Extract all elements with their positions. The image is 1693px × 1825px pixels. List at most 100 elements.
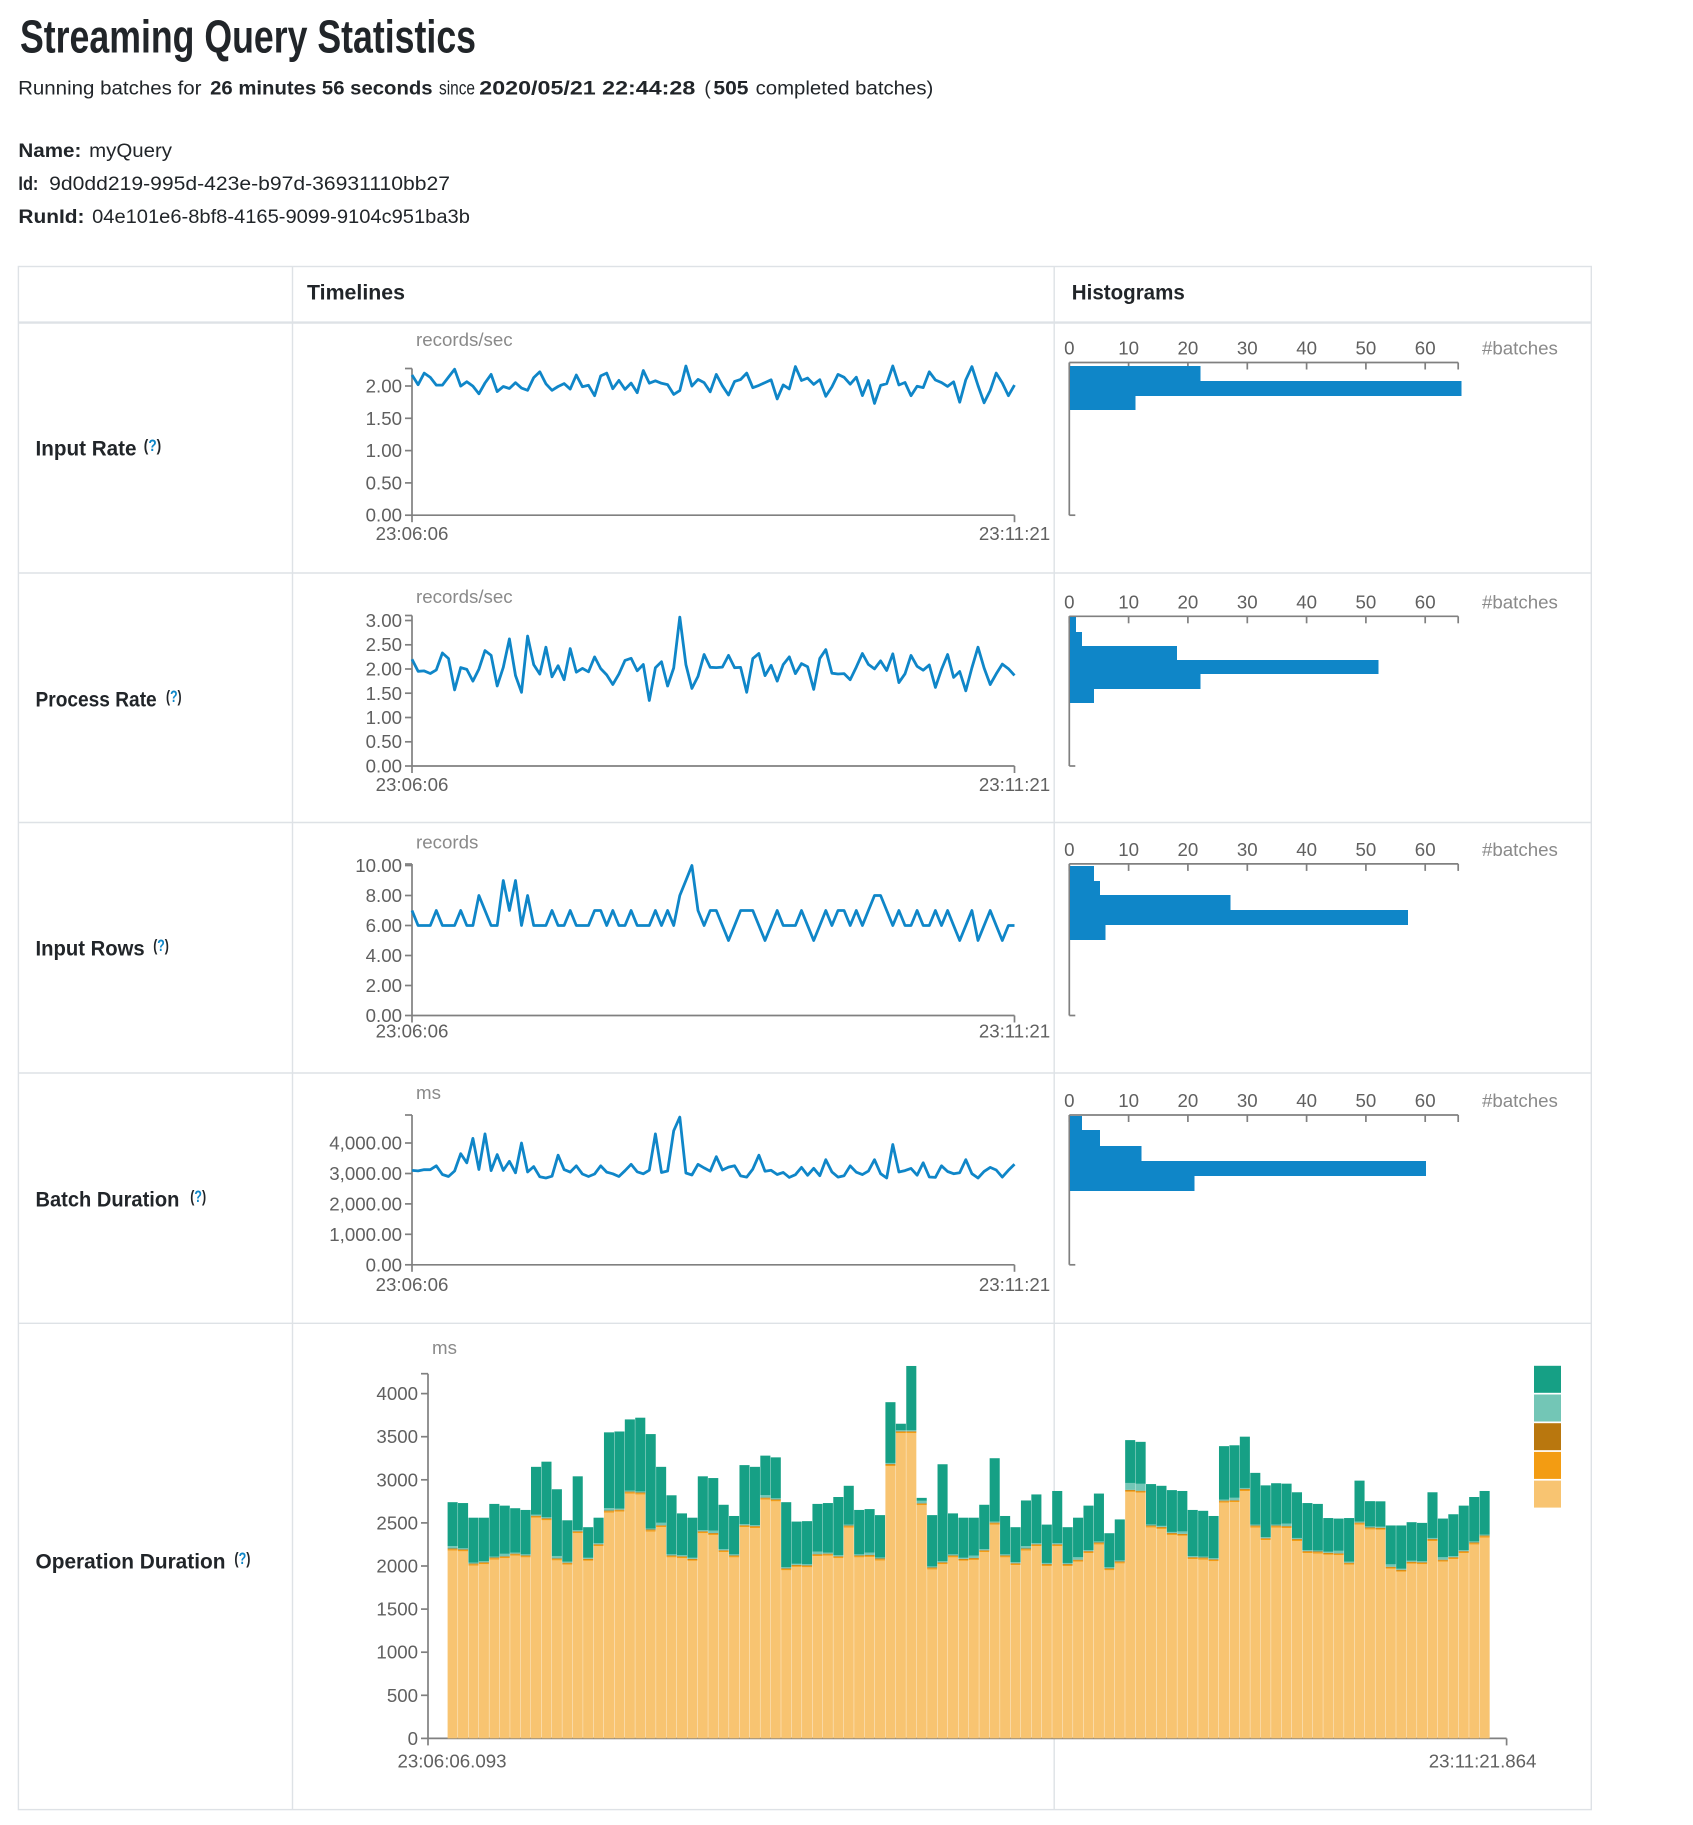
svg-text:2000: 2000 [376, 1556, 418, 1577]
svg-text:ms: ms [432, 1337, 457, 1358]
svg-text:8.00: 8.00 [366, 885, 402, 906]
svg-text:23:06:06: 23:06:06 [376, 523, 449, 544]
svg-text:60: 60 [1415, 1090, 1436, 1111]
svg-text:40: 40 [1296, 1090, 1317, 1111]
svg-text:23:06:06: 23:06:06 [376, 774, 449, 795]
svg-text:(?): (?) [144, 437, 161, 455]
svg-text:0.00: 0.00 [366, 505, 402, 526]
svg-text:records/sec: records/sec [416, 586, 513, 607]
svg-text:Streaming Query Statistics: Streaming Query Statistics [20, 11, 476, 63]
svg-text:2,000.00: 2,000.00 [329, 1193, 402, 1214]
svg-text:Input Rate: Input Rate [36, 437, 137, 460]
svg-text:(: ( [704, 79, 711, 100]
svg-text:26 minutes 56 seconds: 26 minutes 56 seconds [210, 79, 433, 100]
svg-text:4000: 4000 [376, 1383, 418, 1404]
svg-text:0: 0 [1064, 338, 1074, 359]
svg-text:10: 10 [1118, 1090, 1139, 1111]
svg-text:10: 10 [1118, 338, 1139, 359]
svg-text:Timelines: Timelines [307, 282, 405, 305]
svg-text:23:11:21: 23:11:21 [979, 1274, 1050, 1295]
svg-text:4.00: 4.00 [366, 945, 402, 966]
svg-text:20: 20 [1178, 591, 1199, 612]
svg-text:Input Rows: Input Rows [36, 938, 145, 961]
svg-text:records/sec: records/sec [416, 329, 513, 350]
svg-text:505: 505 [713, 79, 749, 100]
svg-text:RunId:: RunId: [18, 207, 84, 228]
svg-text:1.00: 1.00 [366, 440, 402, 461]
svg-text:1.50: 1.50 [366, 683, 402, 704]
svg-text:3.00: 3.00 [366, 610, 402, 631]
svg-text:9d0dd219-995d-423e-b97d-369311: 9d0dd219-995d-423e-b97d-36931110bb27 [49, 174, 450, 195]
svg-text:30: 30 [1237, 338, 1258, 359]
svg-text:1500: 1500 [376, 1599, 418, 1620]
svg-text:50: 50 [1356, 839, 1377, 860]
svg-text:0.00: 0.00 [366, 756, 402, 777]
svg-text:0.50: 0.50 [366, 731, 402, 752]
svg-text:0.00: 0.00 [366, 1005, 402, 1026]
svg-text:Running batches for: Running batches for [18, 79, 202, 100]
svg-text:10.00: 10.00 [355, 855, 402, 876]
svg-text:records: records [416, 831, 478, 852]
svg-text:(?): (?) [190, 1188, 206, 1206]
svg-text:23:06:06: 23:06:06 [376, 1021, 449, 1042]
svg-text:10: 10 [1118, 591, 1139, 612]
svg-text:1.00: 1.00 [366, 707, 402, 728]
svg-text:(?): (?) [153, 937, 169, 955]
svg-text:#batches: #batches [1482, 338, 1558, 359]
svg-text:0: 0 [1064, 1090, 1074, 1111]
svg-text:23:06:06: 23:06:06 [376, 1274, 449, 1295]
svg-text:#batches: #batches [1482, 1090, 1558, 1111]
svg-text:6.00: 6.00 [366, 915, 402, 936]
svg-text:0: 0 [1064, 591, 1074, 612]
svg-text:ms: ms [416, 1082, 441, 1103]
svg-text:3000: 3000 [376, 1469, 418, 1490]
svg-text:1000: 1000 [376, 1642, 418, 1663]
svg-text:23:11:21.864: 23:11:21.864 [1429, 1751, 1537, 1772]
svg-text:Id:: Id: [18, 174, 38, 195]
svg-text:3,000.00: 3,000.00 [329, 1163, 402, 1184]
svg-text:20: 20 [1178, 839, 1199, 860]
svg-text:2500: 2500 [376, 1512, 418, 1533]
svg-text:40: 40 [1296, 591, 1317, 612]
svg-text:500: 500 [387, 1685, 418, 1706]
svg-text:40: 40 [1296, 338, 1317, 359]
svg-text:Process Rate: Process Rate [36, 689, 157, 712]
svg-text:(?): (?) [166, 688, 182, 706]
svg-text:2020/05/21 22:44:28: 2020/05/21 22:44:28 [479, 79, 695, 100]
svg-text:2.00: 2.00 [366, 975, 402, 996]
svg-text:30: 30 [1237, 839, 1258, 860]
svg-text:10: 10 [1118, 839, 1139, 860]
svg-text:1.50: 1.50 [366, 408, 402, 429]
svg-text:#batches: #batches [1482, 591, 1558, 612]
svg-text:60: 60 [1415, 591, 1436, 612]
svg-text:2.00: 2.00 [366, 376, 402, 397]
svg-text:30: 30 [1237, 1090, 1258, 1111]
svg-text:Histograms: Histograms [1072, 282, 1185, 305]
svg-text:Batch Duration: Batch Duration [36, 1189, 180, 1212]
svg-text:since: since [439, 79, 475, 100]
svg-text:Operation Duration: Operation Duration [36, 1551, 226, 1574]
svg-text:50: 50 [1356, 591, 1377, 612]
svg-text:20: 20 [1178, 338, 1199, 359]
svg-text:4,000.00: 4,000.00 [329, 1133, 402, 1154]
svg-text:0.00: 0.00 [366, 1254, 402, 1275]
svg-text:50: 50 [1356, 1090, 1377, 1111]
svg-text:20: 20 [1178, 1090, 1199, 1111]
svg-text:(?): (?) [234, 1550, 250, 1568]
svg-text:2.50: 2.50 [366, 634, 402, 655]
svg-text:23:11:21: 23:11:21 [979, 774, 1050, 795]
svg-text:50: 50 [1356, 338, 1377, 359]
svg-text:1,000.00: 1,000.00 [329, 1224, 402, 1245]
svg-text:40: 40 [1296, 839, 1317, 860]
svg-text:0: 0 [1064, 839, 1074, 860]
svg-text:60: 60 [1415, 338, 1436, 359]
svg-text:30: 30 [1237, 591, 1258, 612]
svg-text:#batches: #batches [1482, 839, 1558, 860]
svg-text:60: 60 [1415, 839, 1436, 860]
svg-text:myQuery: myQuery [89, 141, 172, 162]
svg-text:23:11:21: 23:11:21 [979, 523, 1050, 544]
svg-text:23:06:06.093: 23:06:06.093 [397, 1751, 506, 1772]
svg-text:0: 0 [408, 1728, 418, 1749]
svg-text:0.50: 0.50 [366, 472, 402, 493]
svg-text:completed batches): completed batches) [756, 79, 934, 100]
